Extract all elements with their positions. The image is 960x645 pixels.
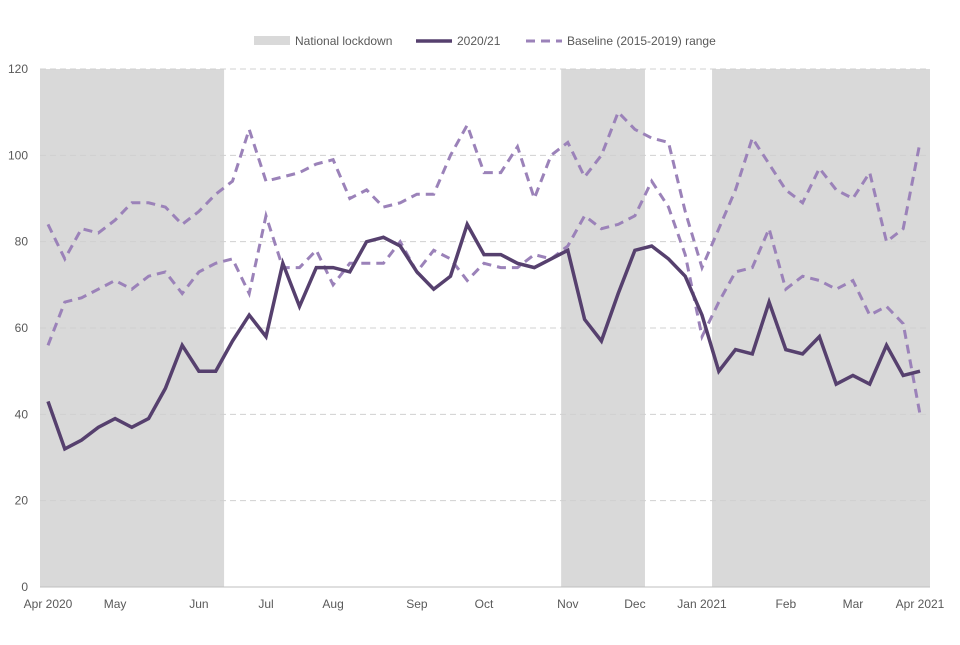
- x-tick-label: Apr 2021: [896, 597, 945, 611]
- legend-label-lockdown: National lockdown: [295, 34, 392, 48]
- y-tick-label: 20: [15, 494, 29, 508]
- y-tick-label: 40: [15, 407, 29, 421]
- x-tick-label: Nov: [557, 597, 578, 611]
- x-tick-label: Apr 2020: [24, 597, 73, 611]
- gridlines: [40, 68, 930, 502]
- legend-label-2020-21: 2020/21: [457, 34, 501, 48]
- baseline-upper-line: [46, 109, 922, 272]
- x-tick-label: Oct: [475, 597, 494, 611]
- x-tick-label: Jul: [258, 597, 273, 611]
- x-tick-label: Feb: [776, 597, 797, 611]
- series-lines: [46, 109, 922, 452]
- y-axis-ticks: 0 20 40 60 80 100 120: [8, 62, 28, 594]
- x-tick-label: Mar: [843, 597, 864, 611]
- x-tick-label: May: [104, 597, 127, 611]
- y-tick-label: 60: [15, 321, 29, 335]
- x-tick-label: Dec: [624, 597, 645, 611]
- y-tick-label: 120: [8, 62, 28, 76]
- baseline-lower-line: [46, 178, 922, 415]
- y-tick-label: 100: [8, 148, 28, 162]
- x-tick-label: Sep: [406, 597, 428, 611]
- legend-swatch-lockdown: [254, 36, 290, 45]
- legend-label-baseline: Baseline (2015-2019) range: [567, 34, 716, 48]
- x-tick-label: Jun: [189, 597, 208, 611]
- x-tick-label: Aug: [322, 597, 343, 611]
- y-tick-label: 80: [15, 235, 29, 249]
- y-tick-label: 0: [21, 580, 28, 594]
- series-2020-21-line: [46, 220, 921, 452]
- legend: National lockdown 2020/21 Baseline (2015…: [254, 34, 716, 48]
- x-tick-label: Jan 2021: [677, 597, 727, 611]
- x-axis-ticks: Apr 2020 May Jun Jul Aug Sep Oct Nov Dec Jan 2021…: [24, 597, 945, 611]
